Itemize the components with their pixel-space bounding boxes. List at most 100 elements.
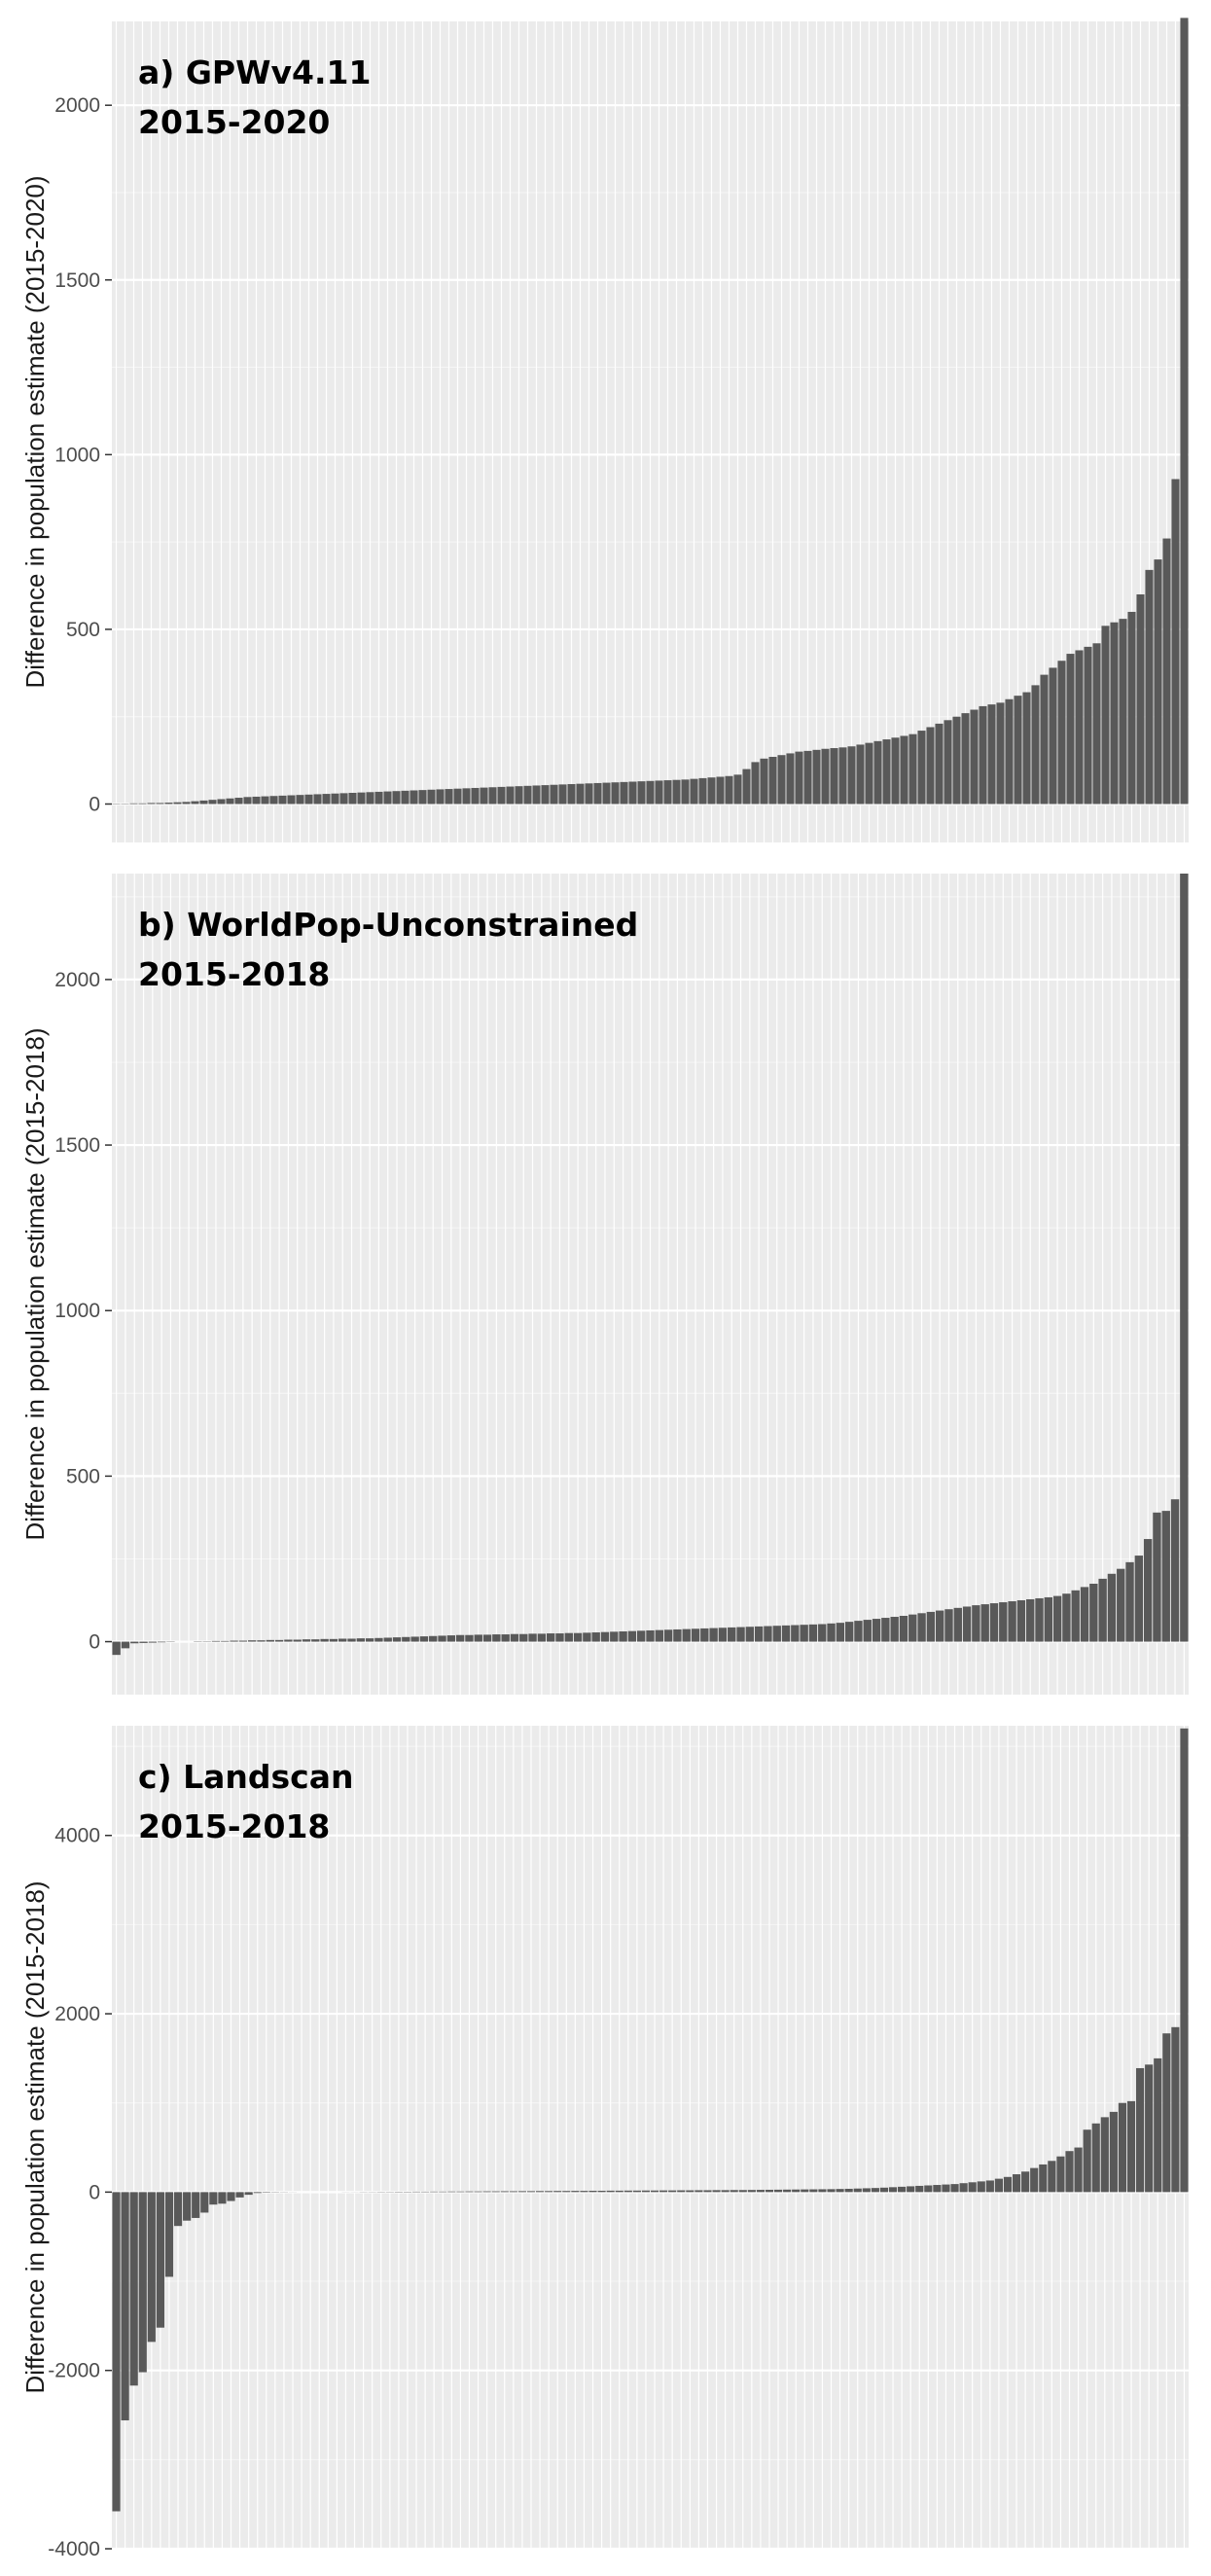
bar [583, 1632, 591, 1642]
bar [462, 788, 471, 805]
bar [899, 1616, 908, 1642]
bar [959, 2183, 968, 2193]
bar [1049, 667, 1057, 805]
bar [302, 1639, 311, 1642]
bar [211, 1640, 221, 1642]
bar [227, 2192, 235, 2201]
bar [756, 2190, 766, 2193]
bar [311, 1639, 320, 1642]
bar [497, 786, 506, 805]
bar [655, 780, 663, 805]
bar [535, 2191, 545, 2193]
bar [677, 2190, 686, 2193]
bar [952, 716, 961, 805]
bar [320, 1638, 329, 1642]
bar [721, 2190, 730, 2193]
bar [555, 1633, 564, 1642]
bar [836, 1623, 845, 1642]
bar [278, 795, 287, 805]
bar [725, 775, 733, 805]
bar [1040, 674, 1049, 805]
bar [453, 788, 462, 805]
bar [427, 789, 436, 805]
bar [230, 1640, 238, 1642]
bar [1154, 559, 1162, 805]
bar [663, 780, 672, 805]
bar [1074, 2147, 1083, 2193]
panel-1: 0 500 1000 1500 2000 Difference in population… [20, 18, 1189, 842]
bar [950, 2184, 959, 2193]
bar [445, 789, 453, 805]
bar [830, 748, 838, 805]
bar [1118, 2102, 1127, 2193]
bar [733, 774, 742, 805]
bar [365, 1638, 374, 1642]
bar [768, 757, 777, 805]
bar [890, 1617, 899, 1642]
bar [564, 1632, 573, 1642]
bar [1154, 2057, 1162, 2193]
bar [234, 798, 243, 805]
bar [1003, 2176, 1013, 2193]
bar [129, 803, 138, 805]
bar [1098, 1578, 1107, 1642]
y-tick-label: 2000 [54, 969, 100, 991]
bar [217, 799, 226, 805]
bar [156, 2192, 164, 2328]
bar [1080, 1587, 1089, 1642]
bar [962, 1606, 972, 1642]
bar [682, 1628, 691, 1642]
bar [1005, 698, 1014, 805]
bar [1056, 2156, 1065, 2193]
bar [602, 782, 611, 805]
bar [293, 1639, 302, 1642]
bar [1101, 626, 1110, 805]
bar [809, 2189, 818, 2193]
bar [695, 2190, 703, 2193]
bar [863, 1620, 872, 1642]
bar [429, 1635, 438, 1642]
bar [357, 792, 366, 805]
y-tick-label: 2000 [54, 2003, 100, 2025]
bar [157, 1641, 166, 1643]
bar [199, 800, 208, 805]
bar [191, 801, 199, 805]
panel-subtitle: 2015-2020 [138, 103, 330, 141]
bar [257, 1640, 266, 1642]
bar [148, 1641, 158, 1643]
bar [926, 1611, 936, 1642]
bar [392, 1637, 402, 1642]
bar [1091, 2123, 1100, 2193]
bar [226, 798, 234, 805]
bar [130, 1641, 139, 1644]
bar [942, 2184, 950, 2193]
bar [754, 1626, 764, 1642]
bar [392, 791, 401, 805]
bar [1016, 1600, 1026, 1642]
panel-subtitle: 2015-2018 [138, 955, 330, 993]
bar [1180, 874, 1189, 1642]
bar [989, 1603, 999, 1642]
panel-background [112, 1726, 1189, 2549]
bar [730, 2190, 738, 2193]
bar [338, 1638, 347, 1642]
bar [1008, 1601, 1016, 1642]
bar [1030, 2167, 1039, 2193]
bar [567, 784, 576, 805]
bar [738, 2190, 747, 2193]
bar [765, 2189, 774, 2193]
bar [456, 2191, 465, 2193]
bar [139, 1641, 148, 1643]
bar [747, 2190, 756, 2193]
bar [304, 794, 313, 805]
bar [615, 2190, 623, 2193]
y-tick-label: 2000 [54, 94, 100, 117]
bar [274, 1639, 284, 1642]
bar [795, 751, 803, 805]
bar [935, 723, 944, 805]
bar [972, 1605, 980, 1642]
bar [690, 778, 698, 805]
bar [517, 2191, 527, 2193]
bar [882, 739, 891, 805]
bar [208, 800, 217, 805]
